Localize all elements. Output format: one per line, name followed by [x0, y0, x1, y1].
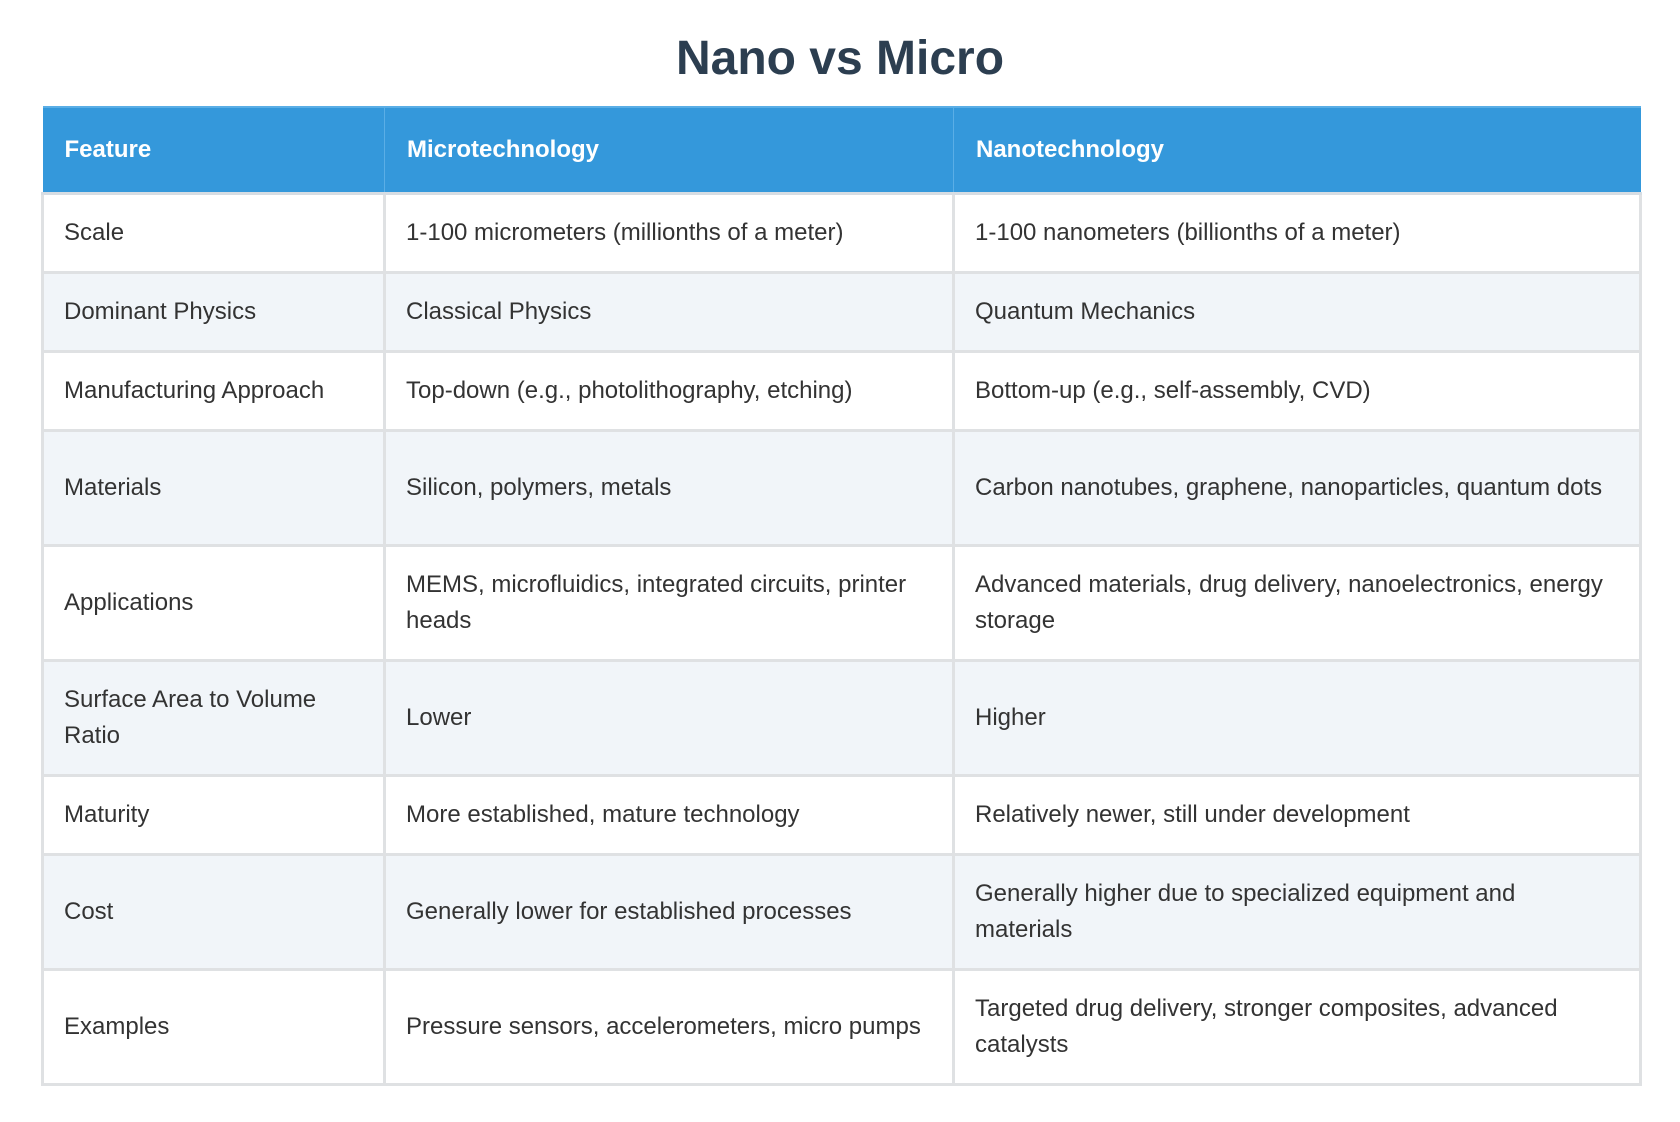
cell-micro: Classical Physics — [383, 270, 955, 353]
table-row-materials: Materials Silicon, polymers, metals Carb… — [41, 428, 1642, 547]
cell-feature: Cost — [41, 852, 386, 971]
column-header-microtechnology: Microtechnology — [384, 106, 954, 195]
cell-micro: Generally lower for established processe… — [383, 852, 955, 971]
cell-nano: Quantum Mechanics — [952, 270, 1642, 353]
table-row-maturity: Maturity More established, mature techno… — [41, 773, 1642, 856]
table-row-dominant-physics: Dominant Physics Classical Physics Quant… — [41, 270, 1642, 353]
cell-nano: Relatively newer, still under developmen… — [952, 773, 1642, 856]
column-header-nanotechnology: Nanotechnology — [953, 106, 1641, 195]
table-row-surface-area-ratio: Surface Area to Volume Ratio Lower Highe… — [41, 658, 1642, 777]
cell-feature: Manufacturing Approach — [41, 349, 386, 432]
cell-feature: Materials — [41, 428, 386, 547]
cell-micro: Lower — [383, 658, 955, 777]
comparison-table: Feature Microtechnology Nanotechnology S… — [41, 106, 1642, 1086]
cell-nano: Higher — [952, 658, 1642, 777]
comparison-table-container: Feature Microtechnology Nanotechnology S… — [41, 106, 1642, 1086]
cell-nano: 1-100 nanometers (billionths of a meter) — [952, 191, 1642, 274]
cell-nano: Targeted drug delivery, stronger composi… — [952, 967, 1642, 1086]
cell-feature: Examples — [41, 967, 386, 1086]
table-header: Feature Microtechnology Nanotechnology — [42, 106, 1641, 195]
header-row: Feature Microtechnology Nanotechnology — [42, 106, 1641, 195]
cell-micro: More established, mature technology — [383, 773, 955, 856]
table-row-examples: Examples Pressure sensors, accelerometer… — [41, 967, 1642, 1086]
cell-micro: 1-100 micrometers (millionths of a meter… — [383, 191, 955, 274]
table-body: Scale 1-100 micrometers (millionths of a… — [41, 191, 1642, 1086]
cell-nano: Carbon nanotubes, graphene, nanoparticle… — [952, 428, 1642, 547]
cell-nano: Generally higher due to specialized equi… — [952, 852, 1642, 971]
column-header-feature: Feature — [42, 106, 385, 195]
cell-nano: Bottom-up (e.g., self-assembly, CVD) — [952, 349, 1642, 432]
cell-micro: Silicon, polymers, metals — [383, 428, 955, 547]
cell-micro: Top-down (e.g., photolithography, etchin… — [383, 349, 955, 432]
cell-micro: Pressure sensors, accelerometers, micro … — [383, 967, 955, 1086]
table-row-applications: Applications MEMS, microfluidics, integr… — [41, 543, 1642, 662]
cell-feature: Applications — [41, 543, 386, 662]
cell-nano: Advanced materials, drug delivery, nanoe… — [952, 543, 1642, 662]
page-title: Nano vs Micro — [675, 32, 1005, 85]
cell-feature: Surface Area to Volume Ratio — [41, 658, 386, 777]
table-row-manufacturing-approach: Manufacturing Approach Top-down (e.g., p… — [41, 349, 1642, 432]
cell-feature: Dominant Physics — [41, 270, 386, 353]
table-row-cost: Cost Generally lower for established pro… — [41, 852, 1642, 971]
cell-feature: Scale — [41, 191, 386, 274]
table-row-scale: Scale 1-100 micrometers (millionths of a… — [41, 191, 1642, 274]
cell-micro: MEMS, microfluidics, integrated circuits… — [383, 543, 955, 662]
cell-feature: Maturity — [41, 773, 386, 856]
